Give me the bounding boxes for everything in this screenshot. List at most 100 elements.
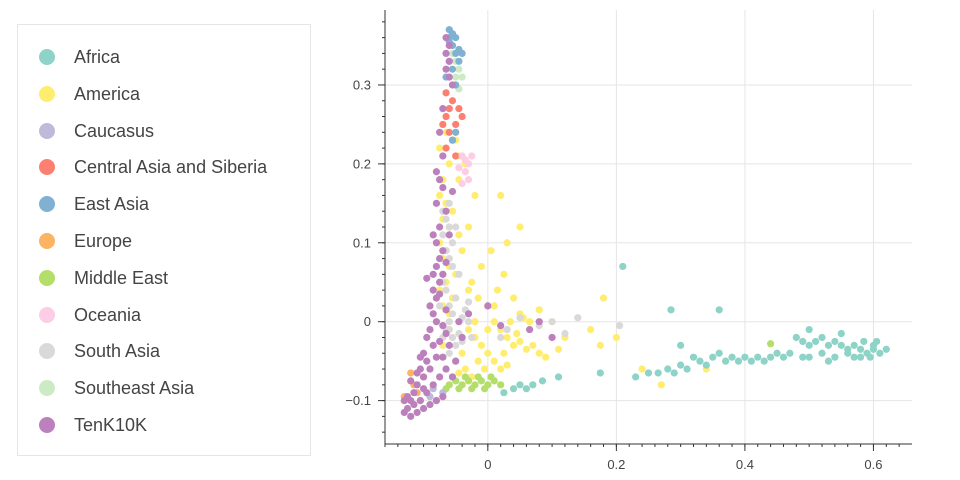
data-point	[734, 357, 743, 365]
data-point	[442, 49, 450, 58]
data-point	[754, 353, 762, 361]
legend-item: East Asia	[18, 186, 308, 222]
data-point	[722, 357, 730, 365]
data-point	[458, 333, 466, 342]
data-point	[426, 400, 434, 409]
data-point	[644, 369, 653, 377]
data-point	[522, 345, 530, 353]
legend-label: Southeast Asia	[74, 378, 195, 399]
data-point	[760, 357, 768, 365]
data-point	[548, 318, 556, 326]
data-point	[445, 349, 453, 357]
data-point	[452, 294, 460, 302]
data-point	[831, 353, 839, 361]
data-point	[779, 353, 788, 361]
data-point	[442, 144, 450, 152]
legend-label: East Asia	[74, 194, 150, 215]
data-point	[461, 373, 469, 381]
data-point	[439, 183, 447, 192]
data-point	[811, 337, 820, 346]
data-point	[799, 337, 807, 346]
legend-label: TenK10K	[74, 415, 148, 435]
data-point	[535, 349, 543, 357]
data-point	[805, 325, 813, 334]
data-point	[455, 369, 463, 377]
data-point	[400, 397, 408, 405]
data-point	[410, 400, 418, 409]
y-tick-label: 0.1	[353, 235, 371, 250]
x-tick-label: 0	[484, 457, 491, 472]
scatter-plot: −0.1 0 0.1 0.2 0.3 0 0.2 0.4 0.6	[325, 0, 960, 480]
data-point	[426, 325, 434, 334]
data-point	[554, 373, 563, 381]
data-point	[448, 333, 457, 342]
data-point	[561, 329, 569, 338]
data-point	[741, 353, 749, 361]
data-point	[426, 302, 434, 310]
data-point	[503, 239, 511, 247]
data-point	[670, 369, 678, 377]
legend-swatch	[39, 269, 55, 286]
data-point	[423, 357, 431, 365]
data-point	[497, 191, 505, 200]
data-point	[503, 361, 511, 369]
data-point	[500, 349, 508, 357]
data-point	[477, 262, 486, 271]
data-point	[856, 345, 865, 353]
data-point	[596, 369, 604, 377]
legend-item: Africa	[18, 39, 308, 75]
data-point	[824, 357, 833, 365]
data-point	[497, 322, 505, 330]
data-point	[445, 341, 453, 349]
data-point	[677, 341, 685, 349]
data-point	[455, 318, 463, 326]
data-point	[436, 290, 444, 298]
data-point	[873, 337, 881, 346]
data-point	[452, 73, 460, 81]
data-point	[442, 112, 450, 121]
data-point	[432, 199, 441, 207]
legend-item: Middle East	[18, 260, 308, 296]
data-point	[436, 144, 444, 152]
data-point	[439, 105, 447, 113]
data-point	[436, 278, 444, 286]
data-point	[458, 247, 466, 255]
data-point	[805, 353, 813, 361]
data-point	[455, 65, 463, 73]
data-point	[709, 353, 717, 361]
data-point	[419, 404, 428, 413]
legend-swatch	[39, 49, 55, 65]
data-point	[805, 341, 813, 349]
data-point	[554, 345, 563, 353]
legend-label: South Asia	[74, 341, 161, 362]
data-point	[407, 369, 415, 377]
data-point	[439, 247, 447, 255]
data-point	[448, 65, 457, 73]
data-point	[474, 357, 482, 365]
data-point	[484, 302, 492, 310]
legend-label: Africa	[74, 47, 121, 67]
data-point	[432, 353, 441, 361]
x-tick-label: 0.2	[607, 457, 625, 472]
data-point	[448, 262, 457, 271]
data-point	[429, 231, 437, 239]
data-point	[497, 333, 505, 342]
data-point	[837, 329, 845, 338]
data-point	[516, 223, 524, 231]
data-point	[455, 57, 463, 65]
data-point	[442, 306, 450, 314]
data-point	[445, 318, 453, 326]
data-point	[445, 105, 453, 113]
data-point	[728, 353, 736, 361]
data-point	[831, 337, 839, 346]
data-point	[445, 41, 453, 50]
data-point	[860, 337, 868, 346]
data-point	[509, 385, 518, 393]
data-point	[426, 365, 434, 373]
data-point	[439, 322, 447, 330]
data-point	[448, 81, 457, 89]
legend-swatch	[39, 233, 55, 249]
data-point	[715, 306, 723, 314]
data-point	[468, 278, 476, 286]
data-point	[664, 365, 672, 373]
